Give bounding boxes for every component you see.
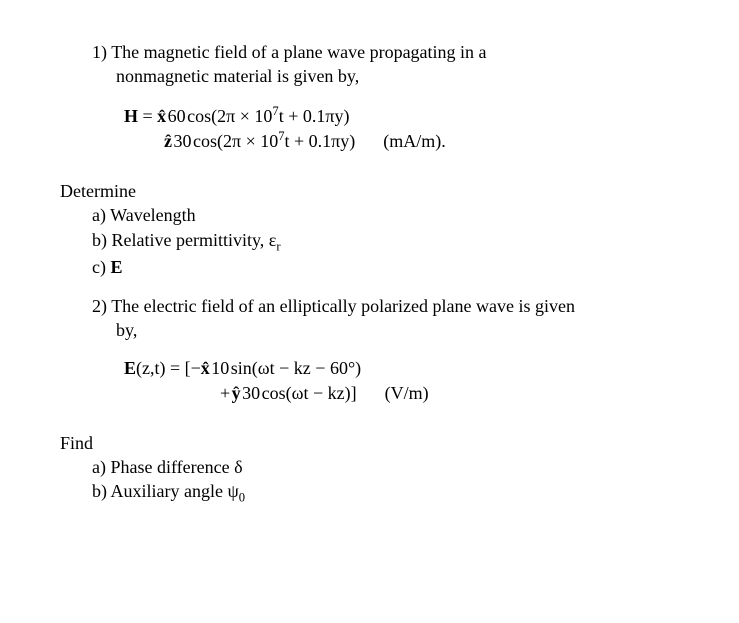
- q2-eq2-units: (V/m): [385, 383, 429, 403]
- q2-eq1-rest: 10 sin(ωt − kz − 60°): [210, 358, 361, 378]
- q2-part-b: b) Auxiliary angle ψ0: [92, 479, 679, 507]
- q2-eq2-plus: +: [220, 383, 232, 403]
- q2-number: 2): [92, 296, 107, 316]
- q1-number: 1): [92, 42, 107, 62]
- z-hat: ẑ: [164, 131, 172, 151]
- eq-sign: =: [138, 106, 157, 126]
- e-vector-symbol: E: [124, 358, 136, 378]
- q1-part-c: c) E: [92, 255, 679, 279]
- q1: 1) The magnetic field of a plane wave pr…: [60, 40, 679, 280]
- eq2-units: (mA/m).: [383, 131, 446, 151]
- q1-part-b-text: b) Relative permittivity, ε: [92, 230, 276, 250]
- eq2-tail2: t + 0.1πy): [285, 131, 356, 151]
- y-hat: ŷ: [232, 383, 241, 403]
- x-hat: x̂: [157, 106, 166, 126]
- q1-prompt-line2: nonmagnetic material is given by,: [116, 64, 679, 88]
- eq1-tail1: t + 0.1πy): [279, 106, 350, 126]
- q2-eq-line2: + ŷ 30 cos(ωt − kz)] (V/m): [220, 381, 679, 405]
- q1-prompt-line1: 1) The magnetic field of a plane wave pr…: [92, 40, 679, 64]
- q2-prompt-text1: The electric field of an elliptically po…: [111, 296, 575, 316]
- q2-prompt-line2: by,: [116, 318, 679, 342]
- q2: 2) The electric field of an elliptically…: [60, 294, 679, 507]
- q2-part-b-sub: 0: [239, 491, 245, 505]
- q1-part-b-sub: r: [276, 239, 280, 253]
- q2-part-a: a) Phase difference δ: [92, 455, 679, 479]
- q1-eq-line2: ẑ 30 cos(2π × 107t + 0.1πy)(mA/m).: [164, 128, 679, 153]
- q1-part-a: a) Wavelength: [92, 203, 679, 227]
- eq1-part1: 60 cos(2π × 10: [166, 106, 272, 126]
- q1-eq-line1: H = x̂ 60 cos(2π × 107t + 0.1πy): [124, 103, 679, 128]
- q1-part-c-pre: c): [92, 257, 110, 277]
- q2-eq2-rest: 30 cos(ωt − kz)]: [241, 383, 357, 403]
- q2-prompt-line1: 2) The electric field of an elliptically…: [92, 294, 679, 318]
- q2-find: Find: [60, 431, 679, 455]
- q1-determine: Determine: [60, 179, 679, 203]
- q2-eq-line1: E(z,t) = [−x̂ 10 sin(ωt − kz − 60°): [124, 356, 679, 380]
- q1-part-b: b) Relative permittivity, εr: [92, 228, 679, 256]
- q1-part-c-E: E: [110, 257, 122, 277]
- q1-prompt-text1: The magnetic field of a plane wave propa…: [111, 42, 486, 62]
- eq2-part1: 30 cos(2π × 10: [172, 131, 278, 151]
- h-vector-symbol: H: [124, 106, 138, 126]
- x-hat-2: x̂: [201, 358, 210, 378]
- q2-part-b-text: b) Auxiliary angle ψ: [92, 481, 239, 501]
- q2-eq1-args: (z,t) = [−: [136, 358, 201, 378]
